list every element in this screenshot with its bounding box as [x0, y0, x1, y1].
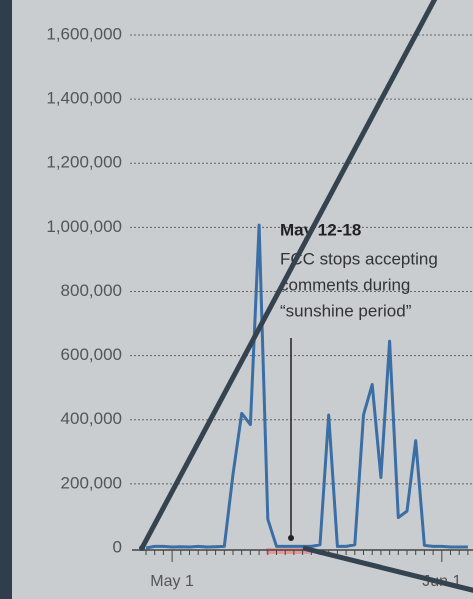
annotation-line: “sunshine period”	[280, 301, 412, 320]
x-tick-label: May 1	[150, 573, 194, 590]
annotation-dot	[288, 535, 294, 541]
y-tick-label: 0	[113, 537, 122, 556]
y-tick-label: 1,600,000	[46, 24, 122, 43]
y-tick-label: 1,400,000	[46, 89, 122, 108]
annotation-title: May 12-18	[280, 220, 361, 239]
annotation-line: FCC stops accepting	[280, 249, 438, 268]
zoom-callout-line	[302, 545, 473, 593]
y-tick-label: 1,000,000	[46, 217, 122, 236]
zoom-callout-line	[139, 0, 438, 550]
y-tick-label: 200,000	[61, 473, 122, 492]
sunshine-period-bar	[266, 548, 310, 554]
zoom-callout-dot	[139, 545, 145, 551]
y-tick-label: 800,000	[61, 281, 122, 300]
data-line	[145, 223, 468, 550]
y-tick-label: 600,000	[61, 345, 122, 364]
annotation-line: comments during	[280, 275, 410, 294]
y-tick-label: 1,200,000	[46, 153, 122, 172]
y-tick-label: 400,000	[61, 409, 122, 428]
